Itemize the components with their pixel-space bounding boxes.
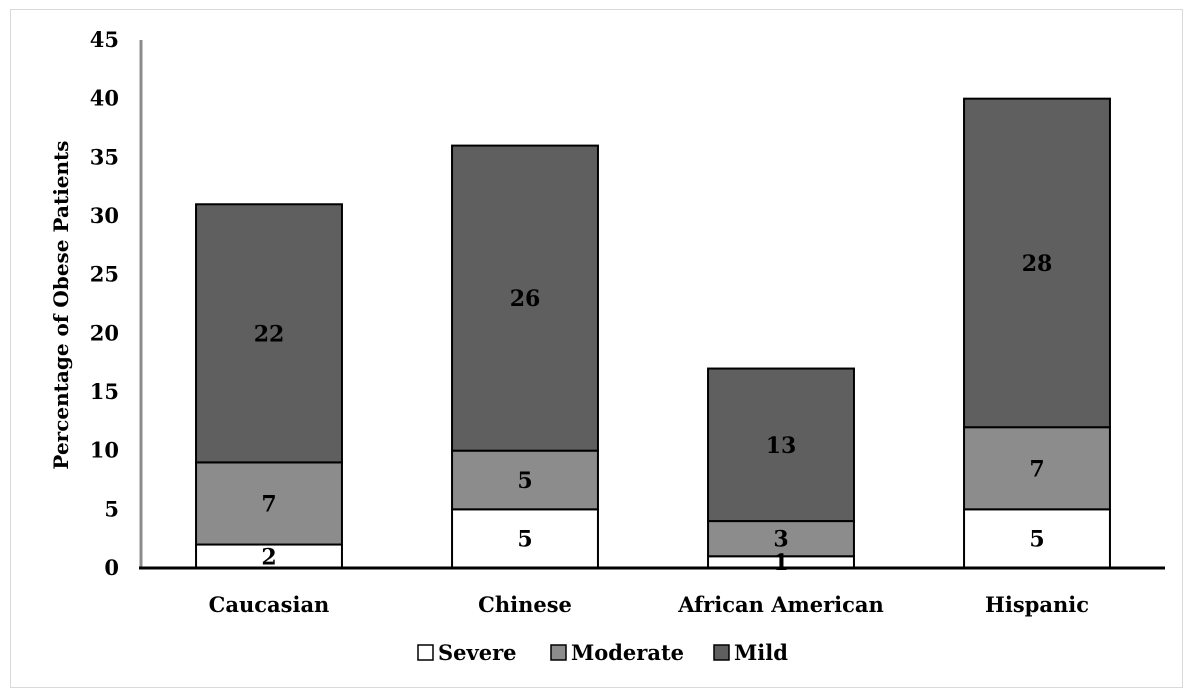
data-label: 5 xyxy=(1029,527,1044,553)
bars xyxy=(195,97,1111,570)
x-tick-label: African American xyxy=(677,592,884,617)
data-label: 7 xyxy=(261,491,276,517)
data-label: 2 xyxy=(261,544,276,570)
bar-mild-caucasian xyxy=(195,203,343,464)
bar-moderate-african-american xyxy=(707,520,855,558)
y-tick-label: 45 xyxy=(90,27,119,52)
x-axis: Caucasian Chinese African American Hispanic xyxy=(139,566,1165,617)
y-tick-label: 10 xyxy=(90,438,119,463)
legend-label-severe: Severe xyxy=(438,640,517,665)
data-label: 28 xyxy=(1022,251,1053,277)
y-tick-label: 40 xyxy=(90,86,119,111)
y-tick-label: 35 xyxy=(90,144,119,169)
data-label: 5 xyxy=(517,468,532,494)
bar-moderate-caucasian xyxy=(195,461,343,546)
data-label: 5 xyxy=(517,527,532,553)
legend-swatch-mild xyxy=(713,644,730,661)
bar-severe-hispanic xyxy=(963,508,1111,570)
y-tick-label: 30 xyxy=(90,203,119,228)
x-tick-label: Chinese xyxy=(478,592,572,617)
bar-mild-african-american xyxy=(707,367,855,523)
y-tick-label: 5 xyxy=(104,496,119,521)
x-tick-label: Caucasian xyxy=(209,592,330,617)
y-axis-label: Percentage of Obese Patients xyxy=(49,140,73,469)
y-tick-label: 20 xyxy=(90,320,119,345)
bar-mild-hispanic xyxy=(963,97,1111,429)
data-label: 3 xyxy=(773,527,788,553)
y-tick-label: 0 xyxy=(104,555,119,580)
y-tick-label: 15 xyxy=(90,379,119,404)
y-tick-label: 25 xyxy=(90,262,119,287)
data-label: 22 xyxy=(254,321,285,347)
legend-swatch-severe xyxy=(417,644,434,661)
data-label: 7 xyxy=(1029,456,1044,482)
bar-moderate-chinese xyxy=(451,449,599,511)
bar-moderate-hispanic xyxy=(963,426,1111,511)
data-label: 13 xyxy=(766,433,797,459)
bar-mild-chinese xyxy=(451,144,599,452)
legend-label-mild: Mild xyxy=(734,640,788,665)
legend-label-moderate: Moderate xyxy=(571,640,684,665)
legend-swatch-moderate xyxy=(550,644,567,661)
legend: Severe Moderate Mild xyxy=(417,640,788,665)
data-label: 1 xyxy=(773,550,788,576)
data-labels: 2 7 22 5 5 26 13 13 5 7 28 xyxy=(254,251,1053,576)
y-axis: 0 5 10 15 20 25 30 35 40 45 xyxy=(90,27,143,580)
data-label: 26 xyxy=(510,286,541,312)
x-tick-label: Hispanic xyxy=(985,592,1089,617)
chart-frame xyxy=(10,9,1183,688)
